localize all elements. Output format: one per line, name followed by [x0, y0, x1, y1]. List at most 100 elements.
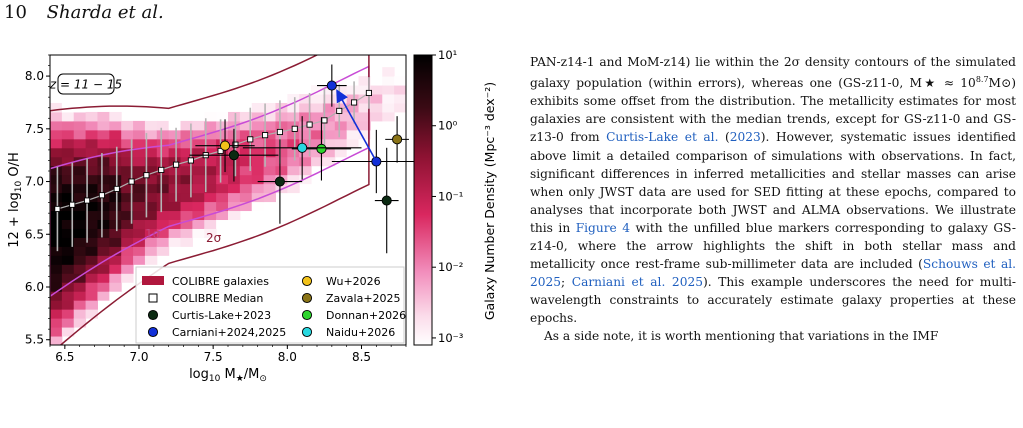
legend: COLIBRE galaxies COLIBRE Median Curtis-Lak…: [135, 266, 406, 344]
heatmap-cell: [61, 111, 75, 122]
citation-link[interactable]: Figure 4: [575, 220, 631, 235]
heatmap-cell: [275, 183, 288, 194]
legend-swatch: [301, 292, 313, 304]
heatmap-cell: [121, 246, 134, 256]
heatmap-cell: [97, 255, 110, 265]
heatmap-cell: [50, 309, 63, 319]
text-run: with the unfilled blue markers correspon…: [530, 220, 1017, 272]
heatmap-cell: [287, 156, 300, 167]
citation-link[interactable]: 2023: [729, 130, 761, 145]
heatmap-cell: [61, 120, 75, 131]
heatmap-cell: [73, 174, 87, 185]
heatmap-cell: [73, 210, 87, 221]
heatmap-cell: [144, 255, 158, 265]
heatmap-cell: [61, 165, 75, 176]
heatmap-cell: [204, 201, 217, 212]
heatmap-cell: [97, 165, 110, 176]
density-heatmap: [50, 67, 406, 345]
observation-marker: [274, 176, 285, 187]
heatmap-cell: [180, 201, 193, 212]
heatmap-cell: [121, 138, 134, 149]
heatmap-cell: [216, 219, 229, 229]
heatmap-cell: [133, 129, 146, 140]
heatmap-cell: [156, 210, 170, 221]
heatmap-cell: [109, 138, 122, 149]
heatmap-cell: [168, 174, 182, 185]
heatmap-cell: [133, 147, 146, 158]
citation-link[interactable]: Schouws et al. 2025: [530, 257, 1016, 290]
heatmap-cell: [121, 156, 134, 167]
heatmap-cell: [156, 174, 170, 185]
heatmap-cell: [133, 246, 146, 256]
heatmap-cell: [85, 183, 98, 194]
heatmap-cell: [311, 129, 324, 140]
legend-label: Wu+2026: [326, 275, 381, 288]
heatmap-cell: [97, 282, 110, 292]
heatmap-cell: [121, 273, 134, 283]
heatmap-cell: [133, 156, 146, 167]
body-text: PAN-z14-1 and MoM-z14) lie within the 2σ…: [530, 53, 1016, 346]
heatmap-cell: [121, 174, 134, 185]
heatmap-cell: [382, 85, 395, 95]
legend-swatch: [301, 275, 313, 287]
heatmap-cell: [144, 210, 158, 221]
heatmap-cell: [334, 138, 348, 149]
heatmap-cell: [73, 120, 87, 131]
heatmap-cell: [239, 147, 253, 158]
heatmap-cell: [85, 201, 98, 212]
text-run: ). This example underscores the need for…: [530, 275, 1017, 326]
heatmap-cell: [322, 147, 336, 158]
heatmap-cell: [109, 237, 122, 247]
heatmap-cell: [382, 76, 395, 86]
heatmap-cell: [85, 300, 98, 310]
citation-link[interactable]: Carniani et al. 2025: [571, 275, 703, 290]
heatmap-cell: [311, 85, 324, 95]
citation-link[interactable]: Curtis-Lake et al.: [606, 130, 719, 145]
median-marker: [291, 125, 298, 132]
heatmap-cell: [168, 156, 182, 167]
heatmap-cell: [204, 219, 217, 229]
median-marker: [187, 157, 194, 164]
heatmap-cell: [144, 183, 158, 194]
median-series: [54, 77, 372, 252]
heatmap-cell: [204, 129, 217, 140]
heatmap-cell: [50, 165, 63, 176]
heatmap-cell: [61, 318, 75, 328]
heatmap-cell: [121, 183, 134, 194]
observation-marker: [228, 150, 239, 161]
heatmap-cell: [346, 76, 360, 86]
heatmap-cell: [251, 192, 265, 203]
figure-mass-metallicity: 6.5 7.0 7.5 8.0 8.5 5.5 6.0 6.5 7.0 7.5 8.0 z = 1…: [7, 48, 497, 384]
y-tick-label: 5.5: [25, 333, 44, 347]
heatmap-cell: [168, 165, 182, 176]
heatmap-cell: [85, 210, 98, 221]
heatmap-cell: [73, 129, 87, 140]
heatmap-cell: [121, 147, 134, 158]
heatmap-cell: [216, 210, 229, 221]
heatmap-cell: [85, 291, 98, 301]
x-axis-label: log10 M★/M⊙: [189, 367, 267, 384]
heatmap-cell: [287, 165, 300, 176]
heatmap-cell: [121, 165, 134, 176]
heatmap-cell: [370, 111, 383, 122]
heatmap-cell: [334, 147, 348, 158]
heatmap-cell: [263, 174, 276, 185]
heatmap-cell: [322, 102, 336, 113]
heatmap-cell: [73, 291, 87, 301]
heatmap-cell: [334, 120, 348, 131]
x-tick-label: 7.0: [129, 350, 148, 364]
heatmap-cell: [192, 183, 205, 194]
heatmap-cell: [168, 228, 182, 238]
heatmap-cell: [287, 147, 300, 158]
heatmap-cell: [121, 228, 134, 238]
heatmap-cell: [346, 85, 360, 95]
heatmap-cell: [299, 102, 312, 113]
heatmap-cell: [156, 201, 170, 212]
heatmap-cell: [275, 138, 288, 149]
heatmap-cell: [322, 138, 336, 149]
heatmap-cell: [168, 192, 182, 203]
heatmap-cell: [204, 111, 217, 122]
heatmap-cell: [180, 147, 193, 158]
heatmap-cell: [394, 102, 406, 113]
heatmap-cell: [50, 120, 63, 131]
